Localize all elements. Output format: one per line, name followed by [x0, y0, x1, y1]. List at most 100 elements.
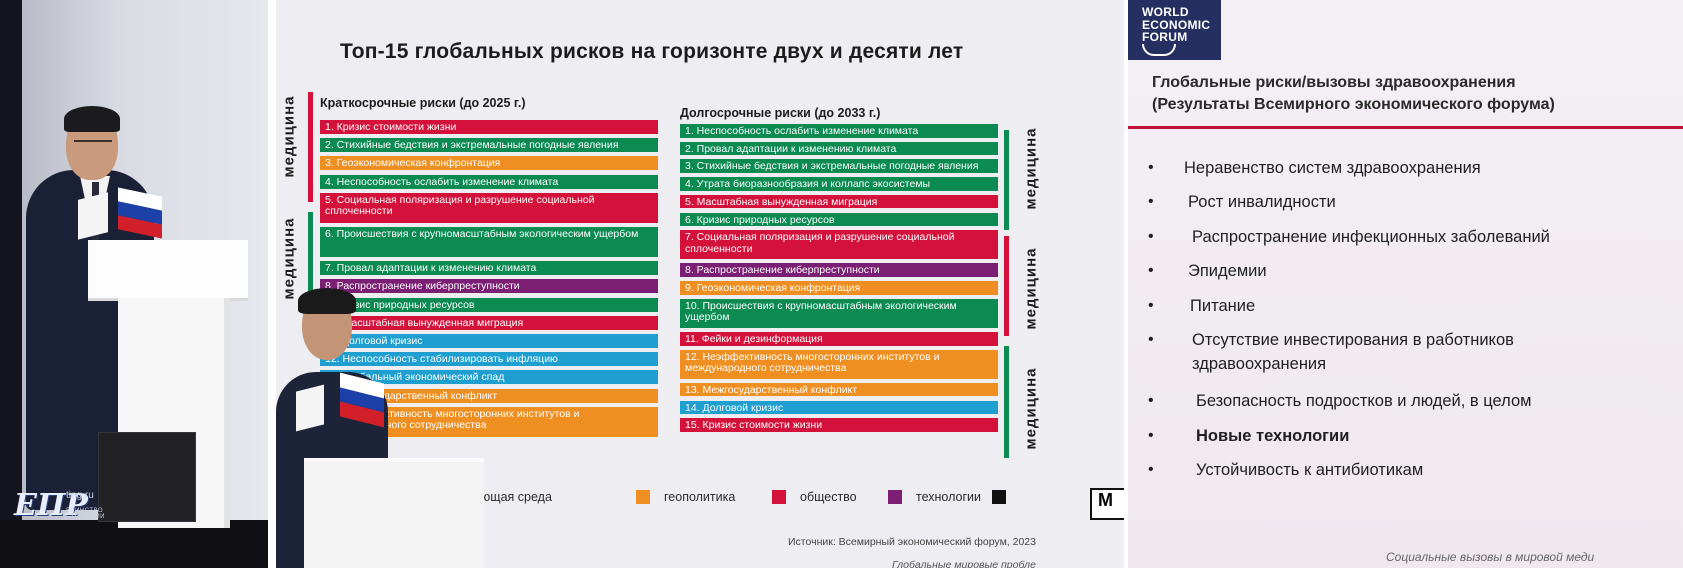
short-risk-5: 5. Социальная поляризация и разрушение с… [320, 192, 658, 223]
long-risk-5: 5. Масштабная вынужденная миграция [680, 194, 998, 209]
watermark-subtitle: ЕДИНСТВО СТРАТЕГИИ [66, 508, 105, 520]
short-risk-label: 8. Распространение киберпреступности [325, 280, 520, 293]
bullet-icon: • [1148, 193, 1154, 211]
long-risk-label: 11. Фейки и дезинформация [685, 333, 823, 345]
side-label-left-top: медицина [280, 95, 298, 178]
long-risk-label: 1. Неспособность ослабить изменение клим… [685, 125, 919, 137]
podium-top [88, 240, 248, 301]
long-risk-label: 7. Социальная поляризация и разрушение с… [685, 231, 955, 255]
short-risk-label: 11. Долговой кризис [325, 335, 423, 347]
wef-item-text: Безопасность подростков и людей, в целом [1196, 392, 1532, 411]
wef-item-text: Отсутствие инвестирования в работников [1192, 331, 1514, 350]
short-risk-label: 6. Происшествия с крупномасштабным эколо… [325, 228, 639, 240]
short-risk-label: 4. Неспособность ослабить изменение клим… [325, 175, 559, 188]
short-risk-14: 14. Межгосударственный конфликт [320, 388, 658, 403]
long-risk-7: 7. Социальная поляризация и разрушение с… [680, 230, 998, 260]
long-risk-1: 1. Неспособность ослабить изменение клим… [680, 124, 998, 138]
podium-foreground [304, 458, 484, 568]
bullet-icon: • [1148, 296, 1154, 314]
short-risk-6: 6. Происшествия с крупномасштабным эколо… [320, 227, 658, 257]
short-risk-9: 9. Кризис природных ресурсов [320, 297, 658, 312]
site-watermark: ЕПР ting.ru ЕДИНСТВО СТРАТЕГИИ [10, 484, 104, 526]
long-risk-label: 3. Стихийные бедствия и экстремальные по… [685, 160, 979, 173]
short-risk-8: 8. Распространение киберпреступности [320, 279, 658, 294]
wef-title-rule [1128, 126, 1683, 129]
legend-item-5 [992, 490, 1020, 504]
long-risk-14: 14. Долговой кризис [680, 400, 998, 415]
side-label-left-bottom: медицина [280, 217, 298, 300]
long-risk-label: 5. Масштабная вынужденная миграция [685, 195, 878, 208]
wef-slide-panel: WORLD ECONOMIC FORUM Глобальные риски/вы… [1128, 0, 1683, 568]
slide-footer: Глобальные мировые пробле [892, 559, 1036, 568]
bullet-icon: • [1148, 227, 1154, 245]
long-term-heading: Долгосрочные риски (до 2033 г.) [680, 106, 881, 120]
long-risk-10: 10. Происшествия с крупномасштабным экол… [680, 298, 998, 328]
side-label-right-mid: медицина [1022, 247, 1040, 330]
short-risk-label: 3. Геоэкономическая конфронтация [325, 157, 501, 170]
short-risk-11: 11. Долговой кризис [320, 334, 658, 348]
wef-list-item: • Питание [1148, 294, 1255, 318]
long-risk-8: 8. Распространение киберпреступности [680, 263, 998, 277]
wef-title: Глобальные риски/вызовы здравоохранения … [1152, 72, 1555, 116]
wef-item-text: Эпидемии [1188, 262, 1267, 281]
legend-tail-box: М [1090, 488, 1124, 520]
slide-source: Источник: Всемирный экономический форум,… [788, 536, 1036, 548]
legend-item-3: общество [772, 490, 857, 504]
long-risk-label: 15. Кризис стоимости жизни [685, 419, 823, 432]
stage-floor [0, 520, 268, 568]
bullet-icon: • [1148, 392, 1154, 410]
short-risk-1: 1. Кризис стоимости жизни [320, 120, 658, 134]
wef-logo-line-3: FORUM [1142, 30, 1188, 44]
wef-list-item: • Эпидемии [1148, 259, 1267, 283]
wef-list-item: • Распространение инфекционных заболевани… [1148, 225, 1550, 249]
side-bar-right-bottom [1004, 346, 1009, 458]
wef-item-text: Неравенство систем здравоохранения [1184, 159, 1481, 177]
long-risk-label: 2. Провал адаптации к изменению климата [685, 142, 897, 155]
long-risk-11: 11. Фейки и дезинформация [680, 332, 998, 346]
long-risk-label: 9. Геоэкономическая конфронтация [685, 282, 861, 295]
wef-logo-line-2: ECONOMIC [1142, 17, 1211, 32]
long-risk-13: 13. Межгосударственный конфликт [680, 382, 998, 397]
white-flag [78, 192, 108, 240]
short-risk-label: 9. Кризис природных ресурсов [325, 298, 475, 311]
long-risk-label: 13. Межгосударственный конфликт [685, 383, 858, 396]
short-risk-label: 10. Масштабная вынужденная миграция [325, 316, 524, 329]
bullet-icon: • [1148, 262, 1154, 280]
long-risk-label: 8. Распространение киберпреступности [685, 264, 880, 277]
short-risk-label: 2. Стихийные бедствия и экстремальные по… [325, 139, 619, 152]
short-risk-label: 14. Межгосударственный конфликт [325, 389, 498, 402]
short-risk-12: 12. Неспособность стабилизировать инфляц… [320, 352, 658, 367]
short-risk-label: 15. Неэффективность многосторонних инсти… [325, 407, 580, 432]
short-risk-label: 1. Кризис стоимости жизни [325, 121, 457, 133]
wef-title-line-2: (Результаты Всемирного экономического фо… [1152, 96, 1555, 113]
short-risk-label: 13. Глобальный экономический спад [325, 371, 505, 384]
wef-item-text: Питание [1190, 296, 1256, 315]
wef-title-line-1: Глобальные риски/вызовы здравоохранения [1152, 74, 1516, 91]
legend-item-4: технологии [888, 490, 981, 504]
slide-title: Топ-15 глобальных рисков на горизонте дв… [340, 40, 964, 63]
bullet-icon: • [1148, 159, 1154, 176]
long-risk-9: 9. Геоэкономическая конфронтация [680, 281, 998, 295]
side-label-right-top: медицина [1022, 127, 1040, 210]
white-flag-2 [296, 384, 324, 432]
long-risk-2: 2. Провал адаптации к изменению климата [680, 141, 998, 156]
wef-logo-line-1: WORLD [1142, 5, 1189, 19]
side-label-right-bottom: медицина [1022, 367, 1040, 450]
wef-list-item: • Отсутствие инвестирования в работников з… [1148, 328, 1514, 376]
bullet-icon: • [1148, 460, 1154, 478]
long-risk-label: 12. Неэффективность многосторонних инсти… [685, 350, 940, 375]
long-risk-label: 6. Кризис природных ресурсов [685, 213, 835, 226]
short-risk-label: 5. Социальная поляризация и разрушение с… [325, 193, 595, 218]
stage-monitor-speaker [98, 432, 196, 522]
legend-swatch [888, 490, 902, 504]
wef-list-item: • Рост инвалидности [1148, 190, 1336, 214]
wef-footer: Социальные вызовы в мировой меди [1386, 550, 1595, 564]
risk-slide-panel: Топ-15 глобальных рисков на горизонте дв… [276, 0, 1124, 568]
long-risk-label: 4. Утрата биоразнообразия и коллапс экос… [685, 178, 931, 191]
legend-label: технологии [916, 490, 982, 504]
short-term-heading: Краткосрочные риски (до 2025 г.) [320, 96, 526, 110]
wef-item-text-continued: здравоохранения [1192, 355, 1327, 374]
speaker-photo-panel: ЕПР ting.ru ЕДИНСТВО СТРАТЕГИИ [0, 0, 268, 568]
long-risk-label: 10. Происшествия с крупномасштабным экол… [685, 299, 957, 324]
wef-list-item: • Устойчивость к антибиотикам [1148, 458, 1423, 482]
